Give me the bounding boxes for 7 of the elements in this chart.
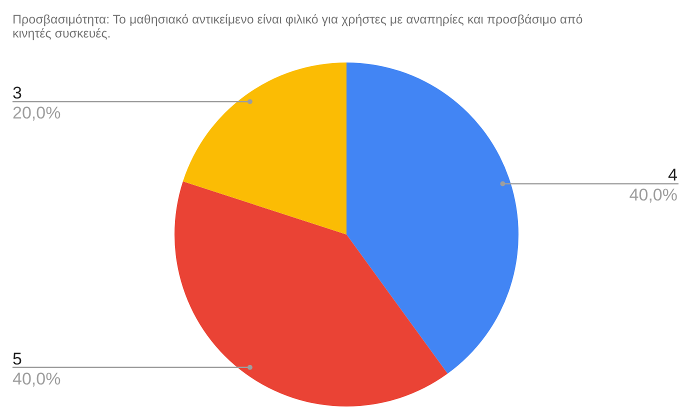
data-label: 40,0%: [12, 369, 61, 388]
slice-label: 5: [12, 349, 22, 368]
chart-title: Προσβασιμότητα: Το μαθησιακό αντικείμενο είναι φιλικό για χρήστες με αναπηρίες και προσβάσιμο από κινητές συσκευές.: [12, 12, 583, 40]
data-label: 20,0%: [12, 104, 61, 123]
slice-label: 3: [12, 84, 22, 103]
slice-label: 4: [668, 166, 678, 185]
data-label: 40,0%: [629, 186, 678, 205]
